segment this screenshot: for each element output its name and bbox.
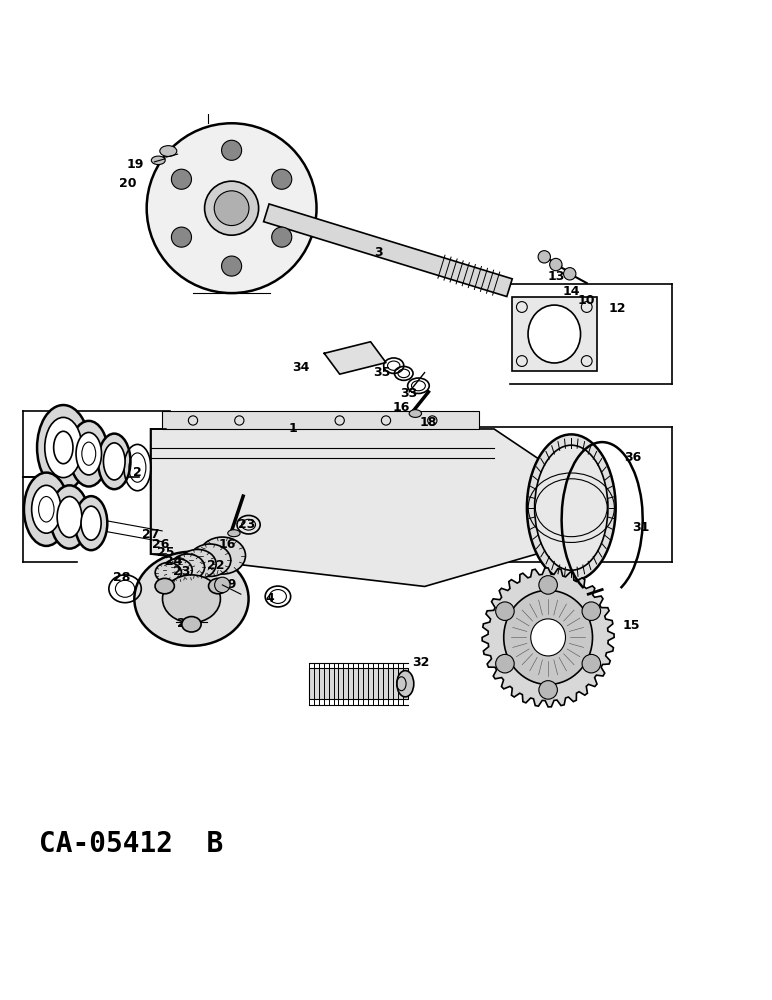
- Circle shape: [539, 681, 557, 699]
- Circle shape: [496, 602, 514, 620]
- Ellipse shape: [409, 410, 422, 417]
- Ellipse shape: [189, 544, 231, 576]
- Polygon shape: [309, 668, 408, 699]
- Ellipse shape: [528, 305, 581, 363]
- Text: 29: 29: [219, 578, 236, 591]
- Text: 1: 1: [289, 422, 298, 435]
- Text: 2: 2: [133, 466, 142, 479]
- Ellipse shape: [75, 496, 107, 550]
- Circle shape: [582, 654, 601, 673]
- Circle shape: [582, 602, 601, 620]
- Ellipse shape: [50, 485, 89, 549]
- Text: 22: 22: [208, 559, 225, 572]
- Circle shape: [272, 227, 292, 247]
- Text: 11: 11: [61, 432, 78, 445]
- Ellipse shape: [171, 554, 205, 580]
- Text: 21: 21: [177, 617, 194, 630]
- Circle shape: [538, 251, 550, 263]
- Text: 31: 31: [632, 521, 649, 534]
- Polygon shape: [512, 297, 597, 371]
- Circle shape: [539, 576, 557, 594]
- Ellipse shape: [503, 590, 592, 685]
- Text: 23: 23: [239, 518, 256, 531]
- Text: 28: 28: [113, 571, 130, 584]
- Text: 16: 16: [219, 538, 236, 551]
- Circle shape: [222, 140, 242, 160]
- Ellipse shape: [24, 473, 69, 546]
- Text: 8: 8: [110, 456, 119, 469]
- Polygon shape: [482, 568, 614, 707]
- Text: 36: 36: [625, 451, 642, 464]
- Text: 23: 23: [173, 565, 190, 578]
- Ellipse shape: [205, 181, 259, 235]
- Ellipse shape: [214, 191, 249, 226]
- Ellipse shape: [160, 146, 177, 156]
- Text: 32: 32: [412, 656, 429, 669]
- Text: 26: 26: [152, 538, 169, 551]
- Text: 25: 25: [157, 546, 174, 559]
- Ellipse shape: [228, 530, 240, 537]
- Circle shape: [215, 577, 230, 593]
- Text: 33: 33: [401, 387, 418, 400]
- Text: 18: 18: [420, 416, 437, 429]
- Polygon shape: [162, 411, 479, 429]
- Ellipse shape: [527, 434, 615, 581]
- Text: 3: 3: [374, 246, 383, 259]
- Ellipse shape: [534, 445, 608, 570]
- Ellipse shape: [32, 485, 61, 533]
- Ellipse shape: [45, 417, 82, 478]
- Text: 10: 10: [578, 294, 595, 307]
- Ellipse shape: [163, 559, 192, 582]
- Text: 9: 9: [71, 447, 80, 460]
- Ellipse shape: [134, 552, 249, 646]
- Text: 5: 5: [79, 517, 88, 530]
- Text: 34: 34: [293, 361, 310, 374]
- Text: 7: 7: [40, 493, 49, 506]
- Circle shape: [272, 169, 292, 189]
- Text: 24: 24: [165, 555, 182, 568]
- Polygon shape: [151, 429, 548, 586]
- Ellipse shape: [181, 617, 201, 632]
- Text: 15: 15: [623, 619, 640, 632]
- Ellipse shape: [147, 123, 317, 293]
- Circle shape: [550, 258, 562, 271]
- Ellipse shape: [155, 578, 174, 594]
- Ellipse shape: [103, 443, 125, 480]
- Circle shape: [171, 227, 191, 247]
- Circle shape: [496, 654, 514, 673]
- Text: 27: 27: [142, 528, 159, 541]
- Ellipse shape: [81, 506, 101, 540]
- Text: 20: 20: [119, 177, 136, 190]
- Ellipse shape: [151, 156, 165, 165]
- Circle shape: [171, 169, 191, 189]
- Circle shape: [564, 268, 576, 280]
- Text: 4: 4: [266, 592, 275, 605]
- Ellipse shape: [98, 434, 130, 489]
- Text: 16: 16: [393, 401, 410, 414]
- Ellipse shape: [155, 563, 181, 583]
- Text: 35: 35: [374, 366, 391, 379]
- Ellipse shape: [162, 575, 220, 623]
- Ellipse shape: [199, 537, 245, 574]
- Polygon shape: [324, 342, 386, 374]
- Ellipse shape: [208, 578, 228, 594]
- Ellipse shape: [397, 671, 414, 697]
- Ellipse shape: [69, 421, 108, 486]
- Ellipse shape: [530, 619, 565, 656]
- Text: CA-05412  B: CA-05412 B: [39, 830, 223, 858]
- Ellipse shape: [37, 405, 90, 490]
- Polygon shape: [263, 204, 513, 297]
- Text: 6: 6: [51, 509, 60, 522]
- Text: 12: 12: [609, 302, 626, 315]
- Circle shape: [222, 256, 242, 276]
- Text: 19: 19: [127, 158, 144, 171]
- Text: 14: 14: [563, 285, 580, 298]
- Text: 13: 13: [547, 270, 564, 283]
- Ellipse shape: [179, 549, 216, 579]
- Ellipse shape: [76, 432, 101, 475]
- Ellipse shape: [57, 497, 82, 537]
